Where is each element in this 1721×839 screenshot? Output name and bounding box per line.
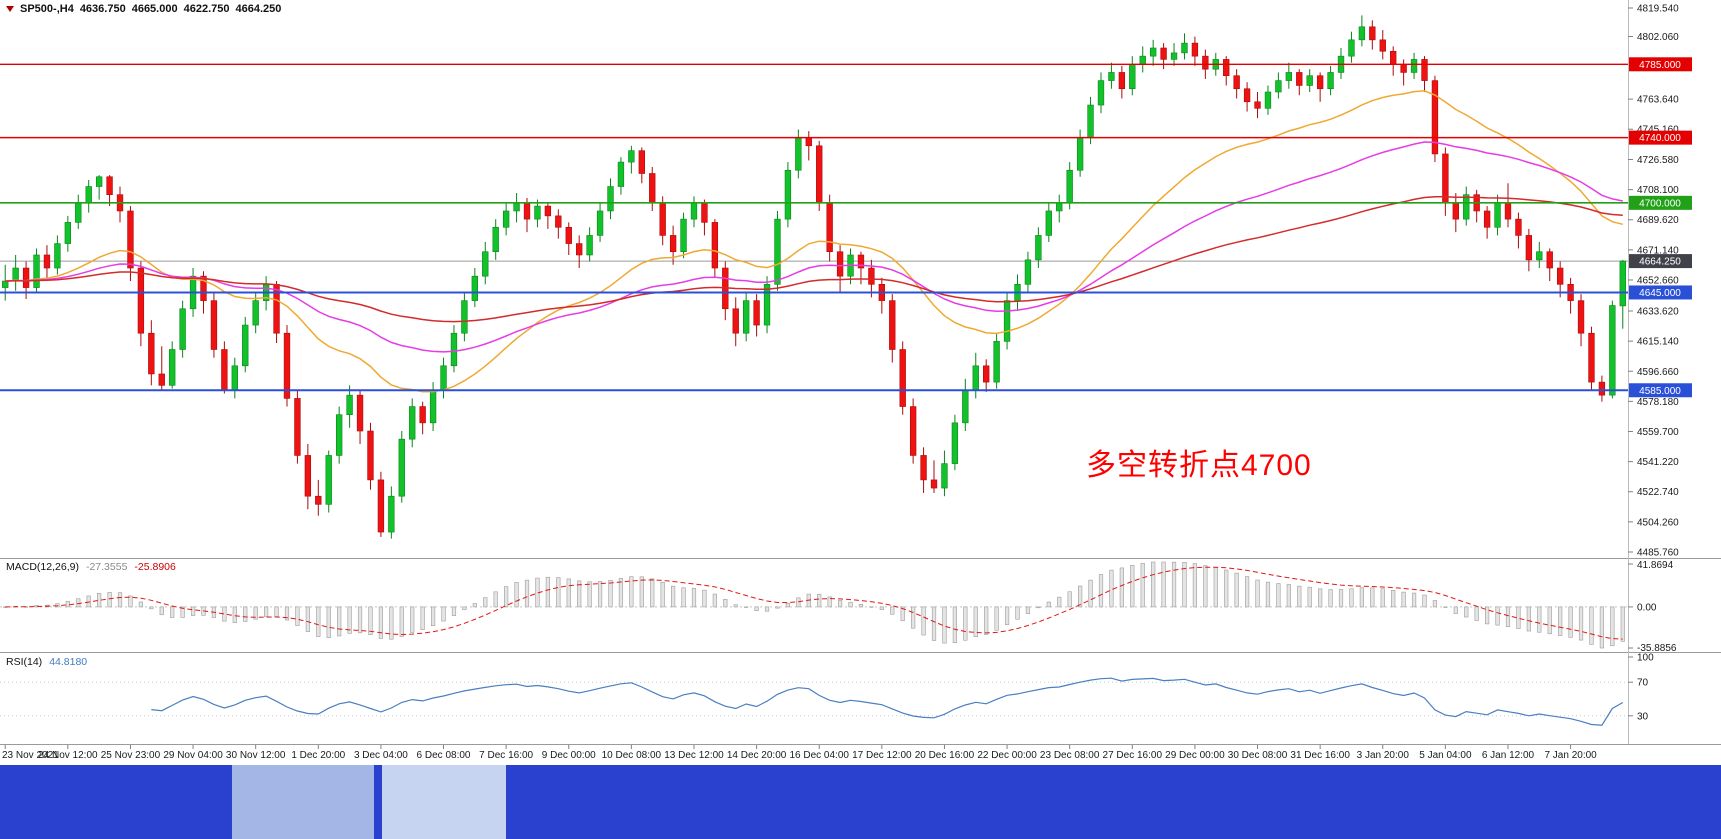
svg-text:14 Dec 20:00: 14 Dec 20:00 [727, 750, 787, 761]
svg-text:24 Nov 12:00: 24 Nov 12:00 [38, 750, 98, 761]
level-lines [0, 63, 1628, 392]
instrument-timeframe: SP500-,H4 [20, 3, 74, 15]
svg-text:4652.660: 4652.660 [1637, 275, 1679, 286]
taskbar-window-button[interactable] [232, 765, 374, 839]
panel-separators [0, 0, 1721, 745]
rsi-name: RSI(14) [6, 656, 43, 668]
svg-text:22 Dec 00:00: 22 Dec 00:00 [977, 750, 1037, 761]
svg-text:4745.160: 4745.160 [1637, 125, 1679, 136]
svg-text:17 Dec 12:00: 17 Dec 12:00 [852, 750, 912, 761]
macd-indicator-label: MACD(12,26,9) -27.3555 -25.8906 [6, 561, 176, 573]
svg-text:4596.660: 4596.660 [1637, 367, 1679, 378]
svg-text:6 Dec 08:00: 6 Dec 08:00 [417, 750, 471, 761]
svg-text:23 Nov 2021: 23 Nov 2021 [2, 750, 59, 761]
svg-text:7 Jan 20:00: 7 Jan 20:00 [1544, 750, 1597, 761]
svg-text:16 Dec 04:00: 16 Dec 04:00 [789, 750, 849, 761]
svg-text:4559.700: 4559.700 [1637, 427, 1679, 438]
orange-ma [5, 90, 1623, 393]
ma-lines [5, 90, 1623, 393]
svg-text:30 Nov 12:00: 30 Nov 12:00 [226, 750, 286, 761]
svg-text:3 Jan 20:00: 3 Jan 20:00 [1357, 750, 1410, 761]
svg-text:25 Nov 23:00: 25 Nov 23:00 [101, 750, 161, 761]
taskbar-window-button[interactable] [382, 765, 506, 839]
ohlc-close: 4664.250 [235, 3, 282, 15]
svg-text:4578.180: 4578.180 [1637, 397, 1679, 408]
macd-panel: 41.8694 0.00 -35.8856 [0, 560, 1677, 654]
svg-text:4522.740: 4522.740 [1637, 487, 1679, 498]
svg-text:29 Nov 04:00: 29 Nov 04:00 [163, 750, 223, 761]
svg-text:4504.260: 4504.260 [1637, 517, 1679, 528]
svg-text:5 Jan 04:00: 5 Jan 04:00 [1419, 750, 1472, 761]
svg-text:41.8694: 41.8694 [1637, 560, 1674, 571]
svg-text:31 Dec 16:00: 31 Dec 16:00 [1290, 750, 1350, 761]
svg-text:4785.000: 4785.000 [1639, 60, 1681, 71]
macd-name: MACD(12,26,9) [6, 561, 79, 573]
svg-text:4700.000: 4700.000 [1639, 198, 1681, 209]
svg-text:30: 30 [1637, 711, 1649, 722]
svg-text:20 Dec 16:00: 20 Dec 16:00 [915, 750, 975, 761]
svg-text:23 Dec 08:00: 23 Dec 08:00 [1040, 750, 1100, 761]
svg-text:-35.8856: -35.8856 [1637, 643, 1677, 654]
candlesticks [2, 15, 1626, 539]
rsi-indicator-label: RSI(14) 44.8180 [6, 656, 87, 668]
chart-text-annotation: 多空转折点4700 [1086, 449, 1312, 482]
macd-main-value: -27.3555 [85, 561, 128, 573]
ohlc-high: 4665.000 [131, 3, 178, 15]
price-axis: 4819.540 4802.060 4763.640 4745.160 4726.580… [1628, 4, 1692, 559]
svg-text:4485.760: 4485.760 [1637, 548, 1679, 559]
svg-text:9 Dec 00:00: 9 Dec 00:00 [542, 750, 596, 761]
chart-title: SP500-,H4 4636.750 4665.000 4622.750 466… [6, 3, 281, 15]
ohlc-open: 4636.750 [79, 3, 126, 15]
svg-text:6 Jan 12:00: 6 Jan 12:00 [1482, 750, 1535, 761]
svg-text:7 Dec 16:00: 7 Dec 16:00 [479, 750, 533, 761]
svg-text:30 Dec 08:00: 30 Dec 08:00 [1228, 750, 1288, 761]
price-chart-canvas[interactable]: 4819.540 4802.060 4763.640 4745.160 4726.580… [0, 0, 1721, 765]
svg-text:100: 100 [1637, 653, 1654, 664]
svg-text:10 Dec 08:00: 10 Dec 08:00 [602, 750, 662, 761]
taskbar[interactable] [0, 765, 1721, 839]
svg-text:4615.140: 4615.140 [1637, 337, 1679, 348]
svg-text:3 Dec 04:00: 3 Dec 04:00 [354, 750, 408, 761]
rsi-value: 44.8180 [49, 656, 88, 668]
ohlc-low: 4622.750 [183, 3, 230, 15]
svg-text:4802.060: 4802.060 [1637, 32, 1679, 43]
rsi-panel: 100 70 30 [0, 653, 1654, 726]
svg-text:4671.140: 4671.140 [1637, 245, 1679, 256]
svg-text:4645.000: 4645.000 [1639, 288, 1681, 299]
svg-text:4726.580: 4726.580 [1637, 155, 1679, 166]
svg-text:70: 70 [1637, 678, 1649, 689]
svg-text:27 Dec 16:00: 27 Dec 16:00 [1103, 750, 1163, 761]
red-ma [5, 195, 1623, 323]
svg-text:4541.220: 4541.220 [1637, 457, 1679, 468]
svg-text:4585.000: 4585.000 [1639, 386, 1681, 397]
svg-text:1 Dec 20:00: 1 Dec 20:00 [291, 750, 345, 761]
svg-text:4740.000: 4740.000 [1639, 133, 1681, 144]
magenta-ma [5, 141, 1623, 353]
svg-text:4763.640: 4763.640 [1637, 95, 1679, 106]
macd-signal-value: -25.8906 [134, 561, 176, 573]
svg-text:0.00: 0.00 [1637, 602, 1657, 613]
svg-text:4708.100: 4708.100 [1637, 185, 1679, 196]
svg-text:13 Dec 12:00: 13 Dec 12:00 [664, 750, 724, 761]
svg-text:4664.250: 4664.250 [1639, 257, 1681, 268]
instrument-marker-icon [6, 6, 14, 12]
svg-text:29 Dec 00:00: 29 Dec 00:00 [1165, 750, 1225, 761]
svg-text:4819.540: 4819.540 [1637, 4, 1679, 15]
svg-text:4633.620: 4633.620 [1637, 307, 1679, 318]
svg-text:4689.620: 4689.620 [1637, 215, 1679, 226]
